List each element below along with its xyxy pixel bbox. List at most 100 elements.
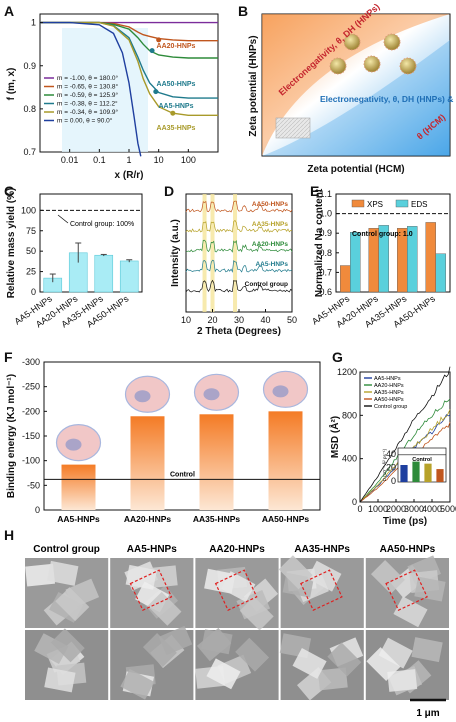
panel-label-d: D [164,183,174,199]
panel-g-y-tick-label: 800 [342,410,357,420]
panel-label-g: G [332,349,343,365]
panel-d-x-label: 2 Theta (Degrees) [197,326,281,337]
sem-crystal-shape [55,587,90,622]
hcm-crystal-icon [275,117,311,139]
particle-icon [329,57,347,75]
panel-e-bar-xps [425,222,436,293]
sem-crystal-shape [125,564,157,590]
panel-d-y-label: Intensity (a.u.) [170,219,181,287]
panel-d-x-tick-label: 30 [234,315,244,325]
panel-a-x-tick-label: 0.1 [93,155,106,165]
panel-g-inset-y-label: D (10⁻⁵ Å² ps⁻¹) [381,448,387,481]
sem-crystal-shape [206,658,241,690]
panel-d-peak-highlight [202,194,207,312]
particle-icon [399,57,417,75]
panel-c-arrow-icon [57,214,69,224]
panel-c-y-tick-label: 75 [26,226,36,236]
panel-d-x-tick-label: 50 [287,315,297,325]
panel-a-x-tick-label: 0.01 [61,155,79,165]
panel-a-x-tick-label: 1 [126,155,131,165]
sem-crystal-shape [221,571,256,602]
molecule-core-icon [65,438,82,451]
panel-b-diagram: Electronegativity, θ, DH (HNPs) Electron… [248,2,456,175]
panel-e-legend-swatch [351,199,365,208]
panel-h-column-label: AA35-HNPs [294,544,350,555]
panel-b-label-center: Electronegativity, θ, DH (HNPs) & θ (HCM… [320,94,456,104]
panel-g-chart: 01000200030004000500004008001200 AA5-HNP… [328,366,456,527]
panel-a-legend-label: m = -1.00, θ = 180.0° [57,74,119,82]
panel-d-peak-highlight [233,194,238,312]
panel-e-y-tick-label: 1.1 [319,189,332,199]
panel-e-y-tick-label: 1.0 [319,209,332,219]
panel-g-inset-tick-label: 20 [386,462,396,472]
panel-d-x-tick-label: 20 [207,315,217,325]
panel-d-pattern-line [185,219,293,233]
panel-f-y-tick-label: -300 [22,357,40,367]
sem-crystal-shape [235,637,270,672]
panel-a-annotation: AA50-HNPs [157,81,196,88]
panel-c-frame [39,193,143,293]
panel-label-h: H [4,527,14,543]
panel-g-x-tick-label: 1000 [368,504,388,514]
panel-h-column-label: Control group [33,544,100,555]
sem-crystal-shape [147,591,182,626]
panel-f-category-label: AA35-HNPs [193,514,241,524]
panel-f-chart: AA5-HNPs AA20-HNPs AA35-HNPs AA50-HNPs 0 -50… [6,357,321,524]
panel-d-pattern-line [185,239,293,253]
panel-c-y-tick-label: 50 [26,246,36,256]
panel-g-legend-label: AA5-HNPs [374,376,401,382]
panel-f-y-tick-label: 0 [35,505,40,515]
panel-a-marker [153,89,159,95]
panel-g-legend-label: AA20-HNPs [374,383,404,389]
panel-d-peak-highlight [210,194,215,312]
panel-a-x-tick-label: 10 [154,155,164,165]
panel-e-y-tick-label: 0.7 [319,267,332,277]
panel-b-x-label: Zeta potential (HCM) [307,164,404,175]
panel-d-x-tick-label: 10 [181,315,191,325]
panel-b-particles [329,33,417,75]
panel-h-image-grid: Control group AA5-HNPs AA20-HNPs AA35-HNPs A… [25,544,449,719]
panel-c-y-tick-label: 25 [26,267,36,277]
molecule-core-icon [134,390,151,403]
panel-c-bar [94,254,114,293]
panel-a-legend-label: m = -0.38, θ = 112.2° [57,100,118,108]
sem-crystal-shape [278,555,313,590]
panel-e-y-tick-label: 0.6 [319,287,332,297]
panel-b-lower-region [262,40,450,156]
panel-a-y-tick-label: 0.9 [23,61,36,71]
sem-highlight-box [300,569,343,612]
panel-f-y-tick-label: -100 [22,456,40,466]
panel-g-inset-bar [424,463,432,482]
panel-d-pattern-line [185,279,293,293]
panel-d-x-tick-label: 40 [260,315,270,325]
sem-crystal-shape [44,667,76,693]
panel-g-x-tick-label: 0 [357,504,362,514]
panel-a-marker [156,37,162,43]
panel-h-column-label: AA50-HNPs [380,544,436,555]
panel-d-frame [185,193,293,313]
panel-g-inset-bar [412,461,420,482]
panel-c-y-tick-label: 100 [21,205,36,215]
panel-d-chart: AA50-HNPs AA35-HNPs AA20-HNPs AA5-HNPs Contr… [170,193,297,337]
panel-label-e: E [310,183,319,199]
sem-crystal-shape [366,647,401,682]
panel-a-annotation: AA20-HNPs [157,43,196,50]
panel-a-legend-label: m = 0.00, θ = 90.0° [57,117,113,125]
panel-a-series-line [40,21,218,116]
sem-crystal-shape [239,596,274,631]
panel-f-bar [199,414,234,510]
panel-g-legend-label: AA35-HNPs [374,390,404,396]
panel-a-y-tick-label: 1 [31,18,36,28]
panel-a-x-tick-label: 100 [181,155,196,165]
panel-b-y-label: Zeta potential (HNPs) [248,35,259,136]
panel-c-bar [119,260,139,293]
panel-d-series-label: AA5-HNPs [255,261,288,268]
sem-crystal-shape [50,628,85,663]
panel-a-legend-label: m = -0.34, θ = 109.9° [57,108,119,116]
panel-label-b: B [238,3,248,19]
panel-a-legend-label: m = -0.65, θ = 130.8° [57,83,119,91]
panel-e-bar-eds [435,253,446,293]
